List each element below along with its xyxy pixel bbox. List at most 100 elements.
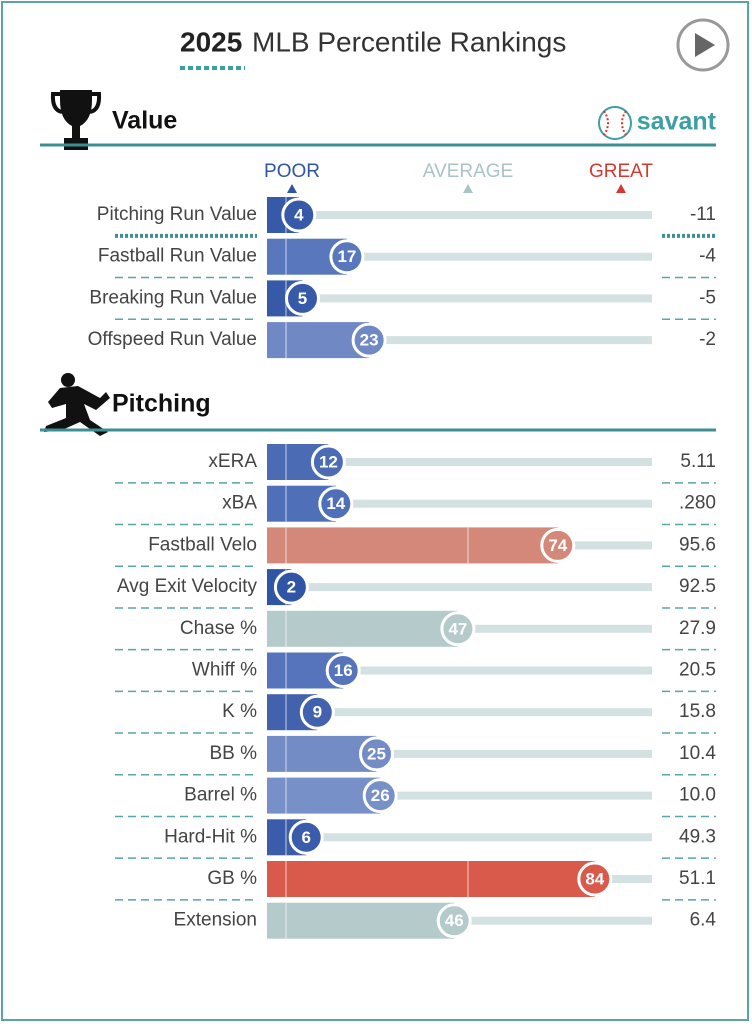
trophy-icon: [50, 90, 102, 150]
track: [594, 875, 652, 883]
percentile-label: 4: [294, 205, 304, 224]
row-label: Offspeed Run Value: [88, 329, 257, 350]
percentile-label: 12: [319, 452, 338, 471]
percentile-label: 2: [287, 578, 296, 597]
row-label: Whiff %: [192, 660, 257, 681]
row-value: 6.4: [690, 910, 717, 931]
track: [380, 791, 652, 800]
percentile-label: 17: [337, 247, 356, 266]
percentile-bar: [267, 527, 558, 564]
percentile-label: 16: [334, 661, 353, 680]
track: [328, 458, 652, 466]
scale-label: POOR: [264, 161, 320, 182]
percentile-dot: [329, 239, 365, 275]
section-title: Pitching: [112, 390, 211, 418]
row-label: Fastball Velo: [148, 534, 257, 555]
percentile-dot: [325, 653, 361, 688]
percentile-dot: [299, 694, 335, 730]
track: [369, 336, 652, 345]
baseball-icon: [598, 106, 632, 140]
row-value: 5.11: [680, 451, 716, 472]
track: [317, 708, 652, 717]
percentile-label: 25: [367, 744, 386, 763]
percentile-bar: [267, 777, 381, 814]
scale-arrow: [287, 184, 297, 193]
row-label: Avg Exit Velocity: [117, 576, 258, 597]
row-label: xERA: [208, 451, 257, 472]
track: [306, 833, 652, 842]
percentile-label: 23: [360, 331, 379, 350]
scale-label: AVERAGE: [423, 161, 513, 182]
section-title: Value: [112, 107, 177, 135]
percentile-dot: [436, 903, 472, 939]
track: [298, 211, 652, 219]
track: [457, 624, 652, 633]
row-value: 15.8: [679, 701, 716, 722]
track: [454, 916, 652, 925]
title-year: 2025: [180, 26, 242, 57]
percentile-label: 6: [301, 828, 310, 847]
percentile-dot: [351, 322, 387, 358]
row-label: Chase %: [180, 618, 257, 639]
percentile-dot: [288, 819, 324, 855]
row-value: 95.6: [679, 534, 716, 555]
percentile-dot: [310, 444, 346, 480]
percentile-dot: [440, 611, 476, 647]
title: MLB Percentile Rankings: [252, 26, 566, 57]
row-label: Hard-Hit %: [164, 826, 257, 847]
percentile-dot: [273, 569, 309, 605]
track: [302, 294, 652, 303]
percentile-label: 26: [371, 786, 390, 805]
track: [343, 666, 652, 675]
percentile-dot: [318, 486, 354, 522]
percentile-bar: [267, 610, 458, 647]
percentile-label: 46: [445, 911, 464, 930]
brand: savant: [637, 108, 717, 136]
percentile-dot: [281, 197, 317, 233]
row-value: 20.5: [679, 660, 716, 681]
row-label: GB %: [207, 868, 257, 889]
track: [346, 252, 652, 261]
percentile-label: 47: [448, 619, 467, 638]
scale-label: GREAT: [589, 161, 653, 182]
row-value: 49.3: [679, 826, 716, 847]
track: [335, 499, 652, 508]
scale-arrow: [616, 184, 626, 193]
row-value: 51.1: [679, 868, 716, 889]
pitcher-icon: [44, 373, 110, 436]
play-button[interactable]: [676, 18, 730, 72]
row-value: .280: [679, 493, 716, 514]
row-value: 10.0: [679, 785, 716, 806]
row-label: K %: [222, 701, 257, 722]
row-label: Extension: [174, 910, 257, 931]
row-label: Fastball Run Value: [98, 246, 257, 267]
row-value: 92.5: [679, 576, 716, 597]
row-value: -11: [690, 204, 716, 225]
track: [291, 583, 652, 592]
percentile-label: 74: [548, 536, 567, 555]
row-value: 10.4: [679, 743, 716, 764]
row-value: -2: [699, 329, 716, 350]
row-value: 27.9: [679, 618, 716, 639]
percentile-bar: [267, 735, 377, 772]
row-label: Barrel %: [184, 785, 257, 806]
percentile-dot: [577, 861, 613, 897]
percentile-label: 9: [313, 703, 322, 722]
row-label: BB %: [209, 743, 257, 764]
percentile-label: 14: [326, 494, 345, 513]
row-value: -4: [699, 246, 716, 267]
percentile-bar: [267, 861, 595, 897]
row-label: Pitching Run Value: [97, 204, 257, 225]
percentile-dot: [362, 778, 398, 814]
percentile-dot: [285, 280, 320, 316]
row-label: Breaking Run Value: [89, 287, 257, 308]
row-label: xBA: [222, 493, 257, 514]
scale-arrow: [463, 184, 473, 193]
percentile-dot: [359, 736, 394, 772]
row-value: -5: [699, 287, 716, 308]
percentile-bar: [267, 902, 455, 939]
percentile-dot: [540, 527, 576, 563]
track: [376, 749, 652, 758]
